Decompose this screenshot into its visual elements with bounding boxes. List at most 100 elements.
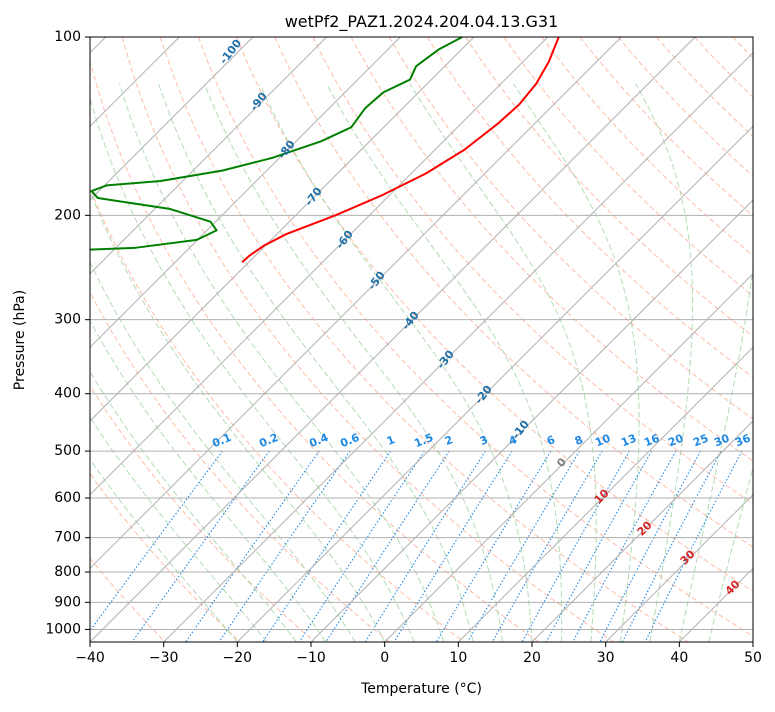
y-tick-label: 100 [54,29,81,45]
mixing-ratio-line [298,450,425,642]
dry-adiabat-line [90,384,316,642]
mixing-ratio-line [364,450,486,642]
isotherm-gridline [90,37,328,275]
x-tick-label: 50 [744,650,762,666]
x-tick-label: −20 [223,650,253,666]
y-tick-label: 500 [54,443,81,459]
isotherm-gridline [163,51,753,642]
moist-adiabat-line [90,260,356,642]
dry-adiabat-line [503,37,753,297]
x-tick-label: −40 [75,650,105,666]
temperature-profile-line [241,37,560,263]
isotherm-gridline [605,493,753,642]
dry-adiabat-line [159,37,689,642]
y-axis-label: Pressure (hPa) [12,290,28,390]
isotherm-gridline [90,37,401,349]
moist-adiabat-line [90,458,238,642]
moist-adiabat-line [90,96,415,642]
x-tick-label: 40 [670,650,688,666]
dry-adiabat-line [90,59,540,642]
mixing-ratio-line [621,450,722,642]
dewpoint-profile-line [90,37,463,251]
x-tick-label: −10 [296,650,326,666]
dry-adiabat-line [771,37,775,642]
dry-adiabat-line [541,37,753,257]
dry-adiabat-line [350,37,753,462]
y-tick-label: 600 [54,490,81,506]
y-tick-label: 800 [54,564,81,580]
moist-adiabat-line [90,370,297,642]
y-tick-label: 1000 [45,621,81,637]
mixing-ratio-label: 0.1 [210,431,233,450]
mixing-ratio-label: 0.2 [257,431,280,450]
isotherm-gridline [90,37,622,570]
dry-adiabat-line [90,186,465,642]
dry-adiabat-line [732,37,753,59]
moist-adiabat-label: 0 [554,455,569,470]
mixing-ratio-line [545,450,653,642]
moist-adiabat-label: 10 [592,486,612,506]
moist-adiabat-label: 40 [723,577,743,597]
mixing-ratio-line [185,450,320,642]
moist-adiabat-line [90,319,327,642]
moist-adiabat-label: 30 [678,547,698,567]
dry-adiabat-line [90,472,241,642]
moist-adiabat-line [158,83,474,642]
moist-adiabat-line [90,189,386,642]
mixing-ratio-label: 0.4 [307,431,330,450]
x-axis-label: Temperature (°C) [360,681,482,697]
dry-adiabat-line [312,37,753,505]
mixing-ratio-line [521,450,630,642]
isotherm-gridline [90,37,549,496]
dry-adiabat-line [694,37,753,98]
y-tick-label: 400 [54,386,81,402]
dry-adiabat-label: -90 [247,90,270,114]
mixing-ratio-line [572,450,677,642]
mixing-ratio-label: 1 [385,433,397,448]
dry-adiabat-line [198,37,753,637]
mixing-ratio-line [218,450,351,642]
moist-adiabat-line [259,83,533,642]
chart-title: wetPf2_PAZ1.2024.204.04.13.G31 [285,12,559,32]
moist-adiabat-line [678,83,753,642]
dry-adiabat-line [90,291,390,642]
mixing-ratio-label: 13 [619,432,638,450]
dry-adiabat-line [236,37,753,592]
dry-adiabat-line [121,37,614,642]
isotherm-gridline [90,37,254,201]
x-tick-label: 0 [380,650,389,666]
mixing-ratio-label: 8 [573,433,585,448]
dry-adiabat-label: -100 [217,37,244,67]
isotherm-gridline [531,420,753,642]
isotherm-gridline [90,37,475,422]
isotherm-gridline [457,346,753,642]
isotherm-gridline [236,125,753,642]
mixing-ratio-label: 10 [593,432,612,450]
mixing-ratio-label: 20 [666,432,685,450]
mixing-ratio-label: 25 [691,432,710,450]
x-tick-label: 20 [523,650,541,666]
mixing-ratio-label: 36 [733,432,752,450]
moist-adiabat-line [409,83,597,642]
dry-adiabat-line [388,37,753,420]
moist-adiabat-line [326,83,563,642]
moist-adiabat-line [90,416,268,642]
x-tick-label: 30 [597,650,615,666]
y-tick-label: 200 [54,207,81,223]
dry-adiabat-line [655,37,753,138]
mixing-ratio-label: 30 [712,432,731,450]
mixing-ratio-label: 3 [478,433,490,448]
dry-adiabat-line [426,37,753,378]
isotherm-gridline [384,272,753,642]
y-tick-label: 300 [54,312,81,328]
plot-area [90,37,775,642]
mixing-ratio-line [599,450,702,642]
dry-adiabat-line [465,37,753,337]
plot-frame [89,36,754,643]
mixing-ratio-label: 6 [545,433,557,448]
x-tick-label: 10 [449,650,467,666]
dry-adiabat-line [617,37,753,177]
isotherm-gridline [310,199,753,642]
